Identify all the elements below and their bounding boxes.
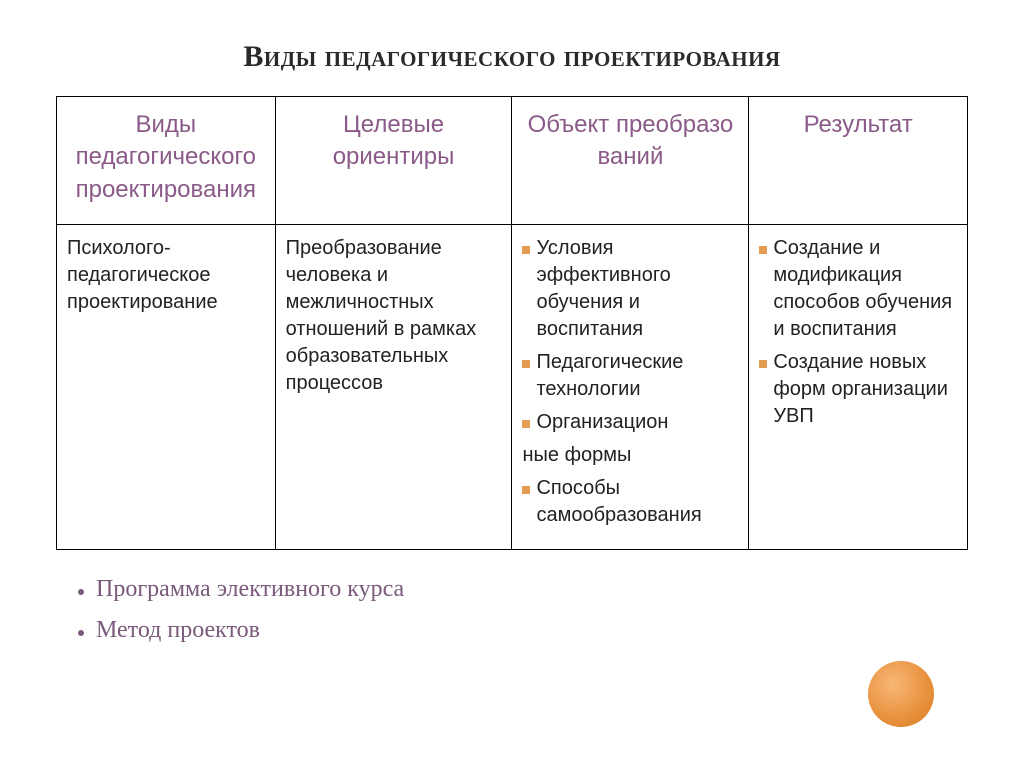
- list-item-label: Педагогические технологии: [536, 351, 683, 400]
- object-list: Условия эффективного обучения и воспитан…: [522, 235, 738, 529]
- footer-item-label: Метод проектов: [96, 617, 260, 643]
- bullet-icon: [522, 360, 530, 368]
- cell-object: Условия эффективного обучения и воспитан…: [512, 225, 749, 550]
- result-list: Создание и модификация способов обучения…: [759, 235, 957, 430]
- table-header-row: Виды педагогического проектирования Целе…: [57, 97, 968, 225]
- list-item-label: Способы самообразования: [536, 477, 701, 526]
- list-item-label: Организацион: [536, 411, 668, 433]
- list-item-label: ные формы: [522, 444, 631, 466]
- bullet-dot-icon: [78, 630, 84, 636]
- footer-item: Метод проектов: [78, 617, 968, 644]
- page-title: Виды педагогического проектирования: [56, 40, 968, 74]
- footer-item: Программа элективного курса: [78, 576, 968, 603]
- decorative-circle-icon: [868, 661, 934, 727]
- header-result: Результат: [749, 97, 968, 225]
- list-item-label: Создание и модификация способов обучения…: [773, 237, 952, 340]
- bullet-icon: [759, 246, 767, 254]
- list-item: Создание новых форм организации УВП: [759, 349, 957, 430]
- bullet-icon: [522, 420, 530, 428]
- cell-result: Создание и модификация способов обучения…: [749, 225, 968, 550]
- main-table: Виды педагогического проектирования Целе…: [56, 96, 968, 550]
- header-object: Объект преобразо ваний: [512, 97, 749, 225]
- list-item-label: Создание новых форм организации УВП: [773, 351, 948, 427]
- header-targets: Целевые ориентиры: [275, 97, 512, 225]
- cell-targets: Преобразование человека и межличностных …: [275, 225, 512, 550]
- list-item: Организацион: [522, 409, 738, 436]
- list-item: Создание и модификация способов обучения…: [759, 235, 957, 343]
- footer-list: Программа элективного курса Метод проект…: [78, 576, 968, 644]
- list-item: ные формы: [522, 442, 738, 469]
- footer-item-label: Программа элективного курса: [96, 576, 404, 602]
- bullet-icon: [522, 246, 530, 254]
- header-types: Виды педагогического проектирования: [57, 97, 276, 225]
- list-item: Педагогические технологии: [522, 349, 738, 403]
- bullet-dot-icon: [78, 589, 84, 595]
- bullet-icon: [759, 360, 767, 368]
- table-row: Психолого-педагогическое проектирование …: [57, 225, 968, 550]
- bullet-icon: [522, 486, 530, 494]
- list-item-label: Условия эффективного обучения и воспитан…: [536, 237, 670, 340]
- list-item: Способы самообразования: [522, 475, 738, 529]
- list-item: Условия эффективного обучения и воспитан…: [522, 235, 738, 343]
- cell-type: Психолого-педагогическое проектирование: [57, 225, 276, 550]
